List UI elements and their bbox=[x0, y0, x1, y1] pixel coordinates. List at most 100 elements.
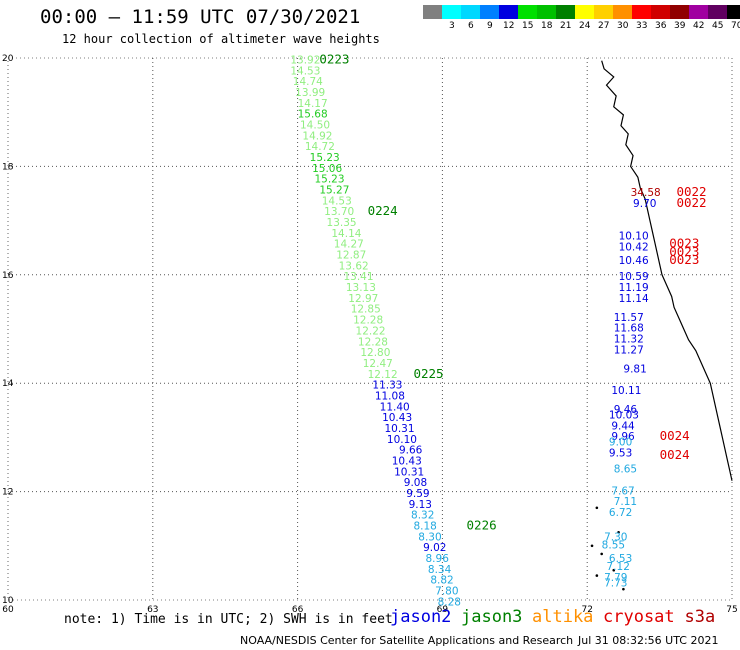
pass-time-label: 0225 bbox=[413, 366, 443, 381]
swh-label: 6.53 bbox=[609, 553, 632, 565]
swh-label: 14.74 bbox=[293, 76, 323, 88]
pass-time-label: 0022 bbox=[676, 195, 706, 210]
swh-label: 10.11 bbox=[611, 385, 641, 397]
pass-time-label: 0023 bbox=[669, 236, 699, 251]
generated-timestamp: Jul 31 08:32:56 UTC 2021 bbox=[578, 634, 719, 647]
legend-label: 3 bbox=[449, 21, 455, 31]
swh-label: 11.40 bbox=[380, 401, 410, 413]
swh-label: 15.23 bbox=[314, 174, 344, 186]
footer-note: note: 1) Time is in UTC; 2) SWH is in fe… bbox=[64, 612, 393, 627]
swh-label: 9.81 bbox=[623, 363, 646, 375]
swh-label: 14.17 bbox=[298, 98, 328, 110]
swh-label: 10.31 bbox=[394, 466, 424, 478]
swh-label: 7.67 bbox=[611, 485, 634, 497]
swh-label: 8.65 bbox=[614, 464, 637, 476]
legend-swatch bbox=[708, 5, 727, 19]
swh-label: 11.14 bbox=[619, 293, 649, 305]
swh-label: 9.02 bbox=[423, 542, 446, 554]
legend-label: 36 bbox=[655, 21, 667, 31]
island-mark bbox=[595, 574, 599, 577]
swh-label: 11.08 bbox=[375, 390, 405, 402]
swh-label: 7.30 bbox=[604, 531, 627, 543]
swh-label: 8.55 bbox=[602, 540, 625, 552]
swh-label: 12.28 bbox=[353, 315, 383, 327]
lon-tick-label: 69 bbox=[437, 605, 449, 615]
swh-label: 8.30 bbox=[418, 531, 441, 543]
swh-label: 11.27 bbox=[614, 344, 644, 356]
swh-label: 12.22 bbox=[356, 325, 386, 337]
swh-label: 10.31 bbox=[384, 423, 414, 435]
lon-tick-label: 63 bbox=[147, 605, 158, 615]
legend-swatch bbox=[594, 5, 613, 19]
legend-label: 70 bbox=[731, 21, 740, 31]
swh-label: 11.57 bbox=[614, 312, 644, 324]
satellite-altika: altika bbox=[532, 607, 594, 627]
swh-label: 8.32 bbox=[411, 510, 434, 522]
legend-swatch bbox=[689, 5, 708, 19]
lon-tick-label: 60 bbox=[2, 605, 14, 615]
swh-label: 9.00 bbox=[609, 437, 632, 449]
swh-label: 6.72 bbox=[609, 507, 632, 519]
lat-tick-label: 20 bbox=[2, 54, 14, 64]
legend-swatch bbox=[461, 5, 480, 19]
legend-label: 15 bbox=[522, 21, 534, 31]
pass-time-label: 0023 bbox=[669, 244, 699, 259]
swh-label: 15.06 bbox=[312, 163, 342, 175]
swh-label: 8.34 bbox=[428, 564, 452, 576]
legend-swatch bbox=[423, 5, 442, 19]
swh-label: 11.33 bbox=[372, 380, 402, 392]
island-mark bbox=[617, 530, 620, 534]
legend-swatch bbox=[727, 5, 740, 19]
swh-label: 11.32 bbox=[614, 334, 644, 346]
swh-label: 14.92 bbox=[302, 130, 332, 142]
swh-label: 11.68 bbox=[614, 323, 644, 335]
swh-label: 7.80 bbox=[435, 586, 458, 598]
legend-swatch bbox=[556, 5, 575, 19]
island-mark bbox=[622, 587, 625, 591]
swh-label: 14.53 bbox=[322, 195, 352, 207]
swh-label: 8.82 bbox=[430, 575, 453, 587]
swh-label: 13.92 bbox=[290, 54, 320, 66]
swh-label: 15.27 bbox=[319, 185, 349, 197]
pass-time-label: 0226 bbox=[467, 518, 497, 533]
pass-time-label: 0224 bbox=[368, 203, 398, 218]
swh-label: 9.53 bbox=[609, 447, 632, 459]
swh-label: 12.80 bbox=[360, 347, 390, 359]
swh-label: 14.50 bbox=[300, 119, 330, 131]
legend-label: 30 bbox=[617, 21, 629, 31]
swh-label: 34.58 bbox=[631, 187, 661, 199]
pass-time-label: 0023 bbox=[669, 252, 699, 267]
swh-label: 9.46 bbox=[614, 404, 638, 416]
swh-label: 9.70 bbox=[633, 198, 656, 210]
swh-label: 10.10 bbox=[387, 434, 417, 446]
pass-time-label: 0024 bbox=[660, 447, 690, 462]
swh-label: 12.12 bbox=[368, 369, 398, 381]
legend-label: 39 bbox=[674, 21, 686, 31]
swh-label: 12.47 bbox=[363, 358, 393, 370]
satellite-cryosat: cryosat bbox=[603, 607, 675, 627]
island-mark bbox=[612, 568, 616, 572]
swh-label: 9.08 bbox=[404, 477, 427, 489]
swh-label: 13.62 bbox=[339, 260, 369, 272]
legend-label: 9 bbox=[487, 21, 493, 31]
swh-label: 15.23 bbox=[310, 152, 340, 164]
swh-label: 12.97 bbox=[348, 293, 378, 305]
swh-label: 10.43 bbox=[392, 456, 422, 468]
lat-tick-label: 16 bbox=[2, 271, 14, 281]
swh-label: 12.87 bbox=[336, 250, 366, 262]
lon-tick-label: 72 bbox=[581, 605, 592, 615]
swh-label: 14.27 bbox=[334, 239, 364, 251]
swh-label: 14.14 bbox=[331, 228, 361, 240]
swh-label: 10.10 bbox=[619, 231, 649, 243]
legend-label: 21 bbox=[560, 21, 572, 31]
legend-swatch bbox=[499, 5, 518, 19]
lon-tick-label: 66 bbox=[292, 605, 304, 615]
swh-label: 10.59 bbox=[619, 271, 649, 283]
lat-tick-label: 18 bbox=[2, 162, 14, 172]
swh-label: 10.03 bbox=[609, 409, 639, 421]
pass-time-label: 0223 bbox=[319, 51, 349, 66]
swh-label: 9.44 bbox=[611, 420, 635, 432]
satellite-jason2: jason2 bbox=[390, 607, 452, 627]
swh-label: 12.28 bbox=[358, 336, 388, 348]
